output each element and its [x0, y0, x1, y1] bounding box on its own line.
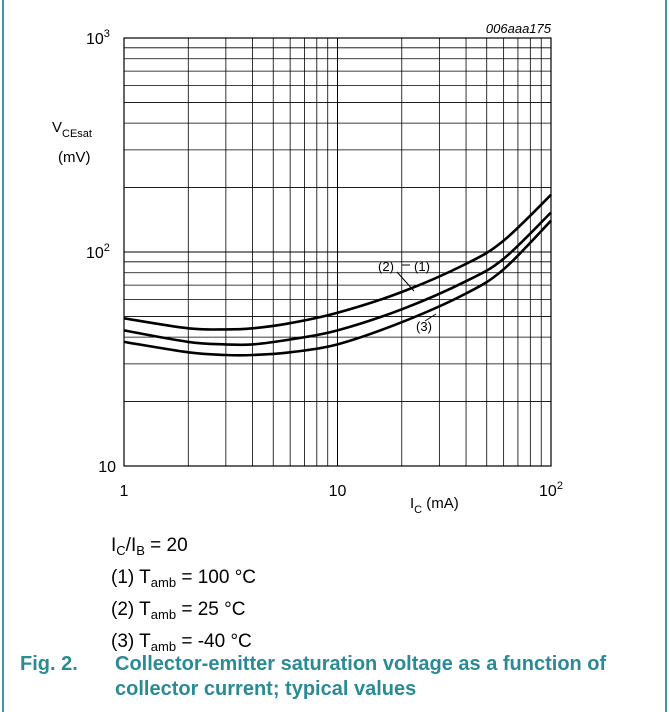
ratio-condition: IC/IB = 20: [111, 535, 188, 558]
curves: [123, 193, 552, 357]
figure-title: Collector-emitter saturation voltage as …: [115, 653, 607, 700]
y-tick-label: 102: [86, 242, 110, 262]
condition-1: (1) Tamb = 100 °C: [111, 567, 257, 590]
leader-3: [424, 313, 437, 322]
x-tick-label: 1: [120, 483, 129, 500]
leader-2: [396, 271, 415, 292]
y-tick-label: 10: [98, 459, 116, 476]
series-label-2: (2): [378, 259, 394, 274]
figure-id: 006aaa175: [486, 21, 552, 36]
series-line-1: [123, 193, 552, 331]
y-axis-label: VCEsat: [52, 119, 92, 140]
series-label-3: (3): [416, 319, 432, 334]
x-axis-label: IC (mA): [410, 495, 459, 516]
condition-2: (2) Tamb = 25 °C: [111, 599, 246, 622]
condition-3: (3) Tamb = -40 °C: [111, 631, 252, 654]
x-tick-label: 102: [539, 480, 563, 500]
series-line-3: [123, 219, 552, 357]
figure-number: Fig. 2.: [20, 653, 78, 675]
plot-border: [123, 37, 552, 467]
y-tick-label: 103: [86, 28, 110, 48]
test-conditions: IC/IB = 20 (1) Tamb = 100 °C (2) Tamb = …: [111, 532, 256, 660]
x-tick-label: 10: [329, 483, 347, 500]
y-axis-unit: (mV): [58, 149, 91, 166]
series-label-1: (1): [414, 259, 430, 274]
series-line-2: [123, 211, 552, 347]
grid: [123, 37, 552, 467]
